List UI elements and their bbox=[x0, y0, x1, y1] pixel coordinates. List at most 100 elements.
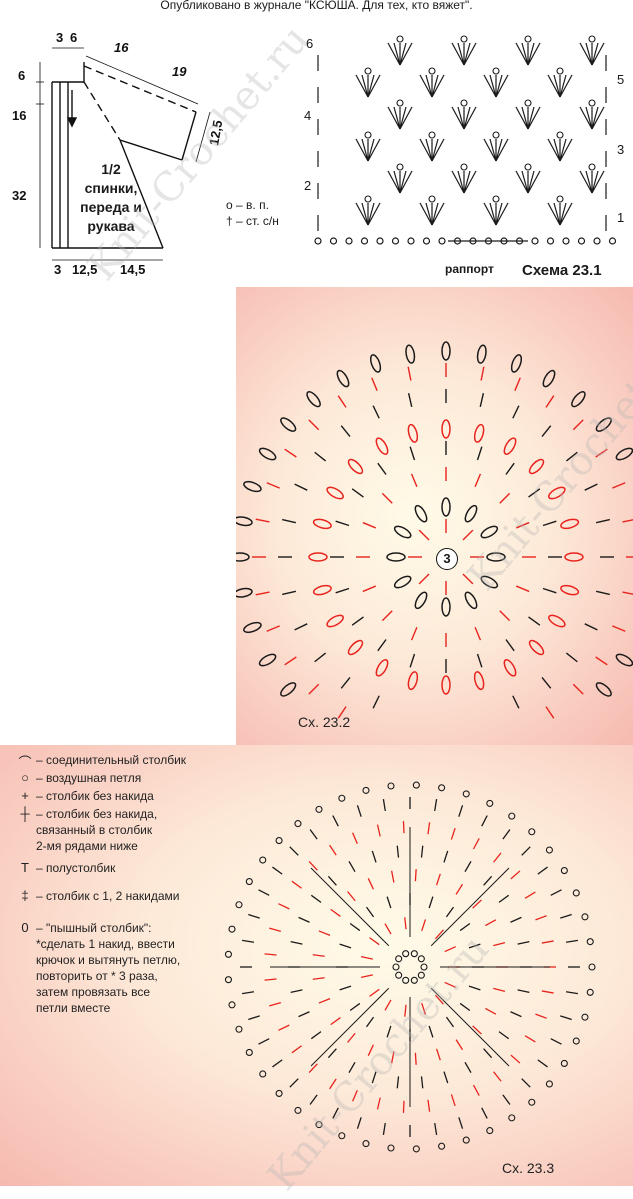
puff-stitch bbox=[473, 671, 485, 691]
dc-stitch bbox=[502, 829, 511, 840]
fan-stitch bbox=[527, 106, 541, 130]
dc-stitch bbox=[483, 875, 493, 886]
puff-stitch bbox=[414, 504, 428, 523]
dc-stitch bbox=[376, 824, 381, 837]
fan-stitch bbox=[431, 202, 439, 226]
puff-stitch bbox=[280, 417, 297, 432]
fan-stitch bbox=[451, 42, 465, 66]
fan-stitch bbox=[361, 138, 369, 162]
dc-stitch bbox=[310, 894, 322, 903]
dc-stitch bbox=[499, 492, 511, 504]
dc-stitch bbox=[622, 519, 633, 523]
puff-stitch bbox=[386, 552, 406, 562]
chain-stitch bbox=[294, 820, 302, 828]
schema-23-2-caption: Сх. 23.2 bbox=[298, 714, 351, 730]
puff-stitch bbox=[615, 447, 633, 461]
fan-stitch bbox=[393, 106, 401, 130]
dc-stitch bbox=[622, 591, 633, 595]
fan-stitch bbox=[483, 202, 497, 226]
puff-stitch-icon: 0 bbox=[21, 920, 29, 935]
fan-stitch bbox=[463, 42, 471, 66]
dc-stitch bbox=[309, 829, 318, 840]
dc-stitch bbox=[367, 878, 374, 890]
chain-stitch bbox=[235, 1025, 243, 1033]
chain-stitch bbox=[364, 131, 372, 139]
dc-stitch bbox=[483, 1048, 493, 1059]
fan-stitch bbox=[559, 202, 573, 226]
fan-stitch bbox=[495, 202, 509, 226]
dc-stitch bbox=[332, 1107, 339, 1119]
chain-stitch bbox=[428, 195, 436, 203]
garment-schematic: 3 6 16 19 6 16 32 12,5 3 12,5 14,5 bbox=[12, 30, 225, 277]
fan-stitch bbox=[559, 138, 567, 162]
fan-stitch bbox=[431, 138, 439, 162]
puff-stitch bbox=[258, 653, 277, 667]
legend-sc: + – столбик без накида bbox=[14, 788, 154, 804]
dc-stitch bbox=[362, 521, 377, 529]
puff-stitch bbox=[441, 497, 451, 517]
fan-stitch bbox=[355, 74, 369, 98]
fan-stitch bbox=[547, 202, 561, 226]
spoke-stitch bbox=[310, 867, 390, 947]
chain-stitch bbox=[407, 237, 415, 245]
fan-stitch bbox=[399, 106, 407, 130]
chain-stitch bbox=[560, 867, 568, 875]
dc-stitch bbox=[332, 815, 339, 827]
dc-stitch bbox=[537, 1059, 548, 1068]
chain-stitch bbox=[492, 195, 500, 203]
dc-stitch bbox=[474, 626, 482, 641]
dc-stitch bbox=[455, 883, 464, 895]
chain-stitch bbox=[588, 99, 596, 107]
chain-stitch bbox=[376, 237, 384, 245]
dc-stitch bbox=[414, 1052, 417, 1065]
chain-stitch-icon: ○ bbox=[21, 770, 29, 785]
dc-stitch bbox=[291, 880, 302, 889]
dc-stitch bbox=[444, 981, 456, 988]
fan-stitch bbox=[425, 138, 433, 162]
fan-stitch bbox=[579, 106, 593, 130]
puff-stitch bbox=[595, 417, 612, 432]
dc-stitch bbox=[541, 940, 554, 944]
dc-stitch bbox=[312, 977, 325, 980]
dim-right-12-5: 12,5 bbox=[206, 119, 225, 147]
fan-stitch bbox=[591, 170, 599, 194]
fan-stitch bbox=[585, 42, 593, 66]
slip-stitch-icon: ⌒ bbox=[18, 755, 32, 770]
puff-stitch bbox=[473, 423, 485, 443]
chain-stitch bbox=[364, 195, 372, 203]
dc-stitch bbox=[356, 805, 362, 817]
fan-stitch bbox=[463, 106, 471, 130]
dc-stitch bbox=[282, 590, 297, 596]
dc-stitch bbox=[272, 1059, 283, 1068]
dc-stitch bbox=[327, 875, 337, 886]
chain-stitch bbox=[417, 971, 425, 979]
legend-slip-stitch: ⌒ – соединительный столбик bbox=[14, 752, 186, 771]
chain-stitch bbox=[581, 913, 589, 921]
legend-hdc: T – полустолбик bbox=[14, 860, 115, 876]
fan-stitch bbox=[387, 106, 401, 130]
dc-stitch bbox=[528, 616, 541, 626]
dc-stitch bbox=[318, 998, 331, 1004]
fan-stitch bbox=[387, 170, 401, 194]
dc-stitch bbox=[327, 1048, 337, 1059]
dc-stitch bbox=[269, 927, 282, 932]
dc-stitch bbox=[266, 625, 280, 632]
dc-stitch bbox=[330, 1017, 341, 1026]
dc-stitch bbox=[420, 845, 424, 858]
chain-stitch bbox=[275, 837, 283, 845]
dc-stitch bbox=[517, 940, 530, 945]
dc-stitch bbox=[347, 1032, 356, 1043]
puff-stitch bbox=[560, 518, 580, 530]
chain-stitch bbox=[422, 237, 431, 245]
dc-stitch bbox=[337, 706, 347, 719]
fan-stitch bbox=[355, 138, 369, 162]
dc-stitch bbox=[474, 473, 482, 488]
chain-stitch bbox=[556, 67, 564, 75]
chain-stitch bbox=[338, 794, 346, 802]
puff-stitch bbox=[243, 480, 262, 493]
puff-stitch bbox=[615, 653, 633, 667]
dc-stitch bbox=[308, 1063, 318, 1073]
dc-stitch bbox=[464, 1061, 472, 1073]
dc-stitch bbox=[541, 676, 552, 689]
dc-stitch bbox=[351, 488, 364, 498]
